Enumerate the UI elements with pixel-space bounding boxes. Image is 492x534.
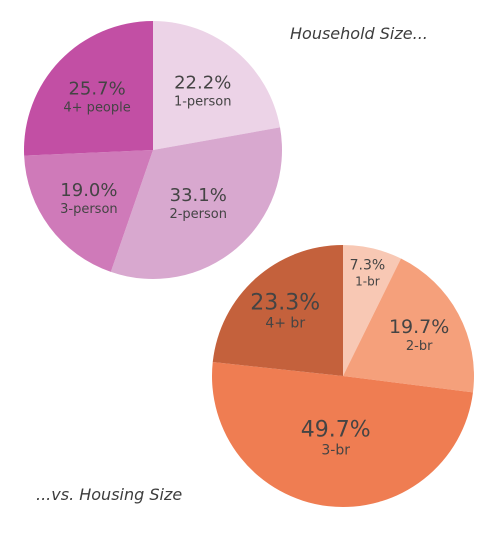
- pie-slice-2-br: [343, 258, 475, 393]
- slice-category-label: 2-br: [406, 339, 433, 354]
- slice-percent-label: 23.3%: [250, 291, 320, 316]
- slice-percent-label: 49.7%: [301, 417, 371, 442]
- household-size-caption: Household Size...: [290, 24, 428, 43]
- household-pie: 22.2%1-person 33.1%2-person 19.0%3-person 2…: [23, 21, 282, 279]
- slice-category-label: 3-person: [60, 202, 118, 217]
- slice-percent-label: 19.0%: [60, 180, 117, 201]
- slice-category-label: 1-br: [355, 274, 380, 288]
- slice-category-label: 4+ br: [265, 316, 305, 332]
- slice-category-label: 1-person: [174, 95, 232, 110]
- slice-percent-label: 25.7%: [68, 78, 125, 99]
- pie-slice-1-person: [153, 21, 281, 150]
- pie-slice-4-br: [212, 245, 343, 376]
- pie-slice-1-br: [343, 245, 402, 376]
- slice-percent-label: 19.7%: [389, 316, 449, 338]
- slice-category-label: 3-br: [321, 442, 350, 458]
- housing-pie: 7.3%1-br 19.7%2-br 49.7%3-br 23.3%4+ br: [211, 245, 475, 508]
- slice-category-label: 4+ people: [63, 100, 130, 115]
- housing-size-caption: ...vs. Housing Size: [36, 485, 183, 504]
- pie-slice-4-people: [23, 21, 153, 156]
- pie-slice-2-person: [110, 127, 282, 279]
- pie-slice-3-br: [211, 362, 473, 508]
- slice-percent-label: 33.1%: [170, 185, 227, 206]
- pie-slice-3-person: [24, 150, 153, 272]
- slice-percent-label: 22.2%: [174, 73, 231, 94]
- slice-percent-label: 7.3%: [350, 257, 386, 273]
- slice-category-label: 2-person: [169, 207, 227, 222]
